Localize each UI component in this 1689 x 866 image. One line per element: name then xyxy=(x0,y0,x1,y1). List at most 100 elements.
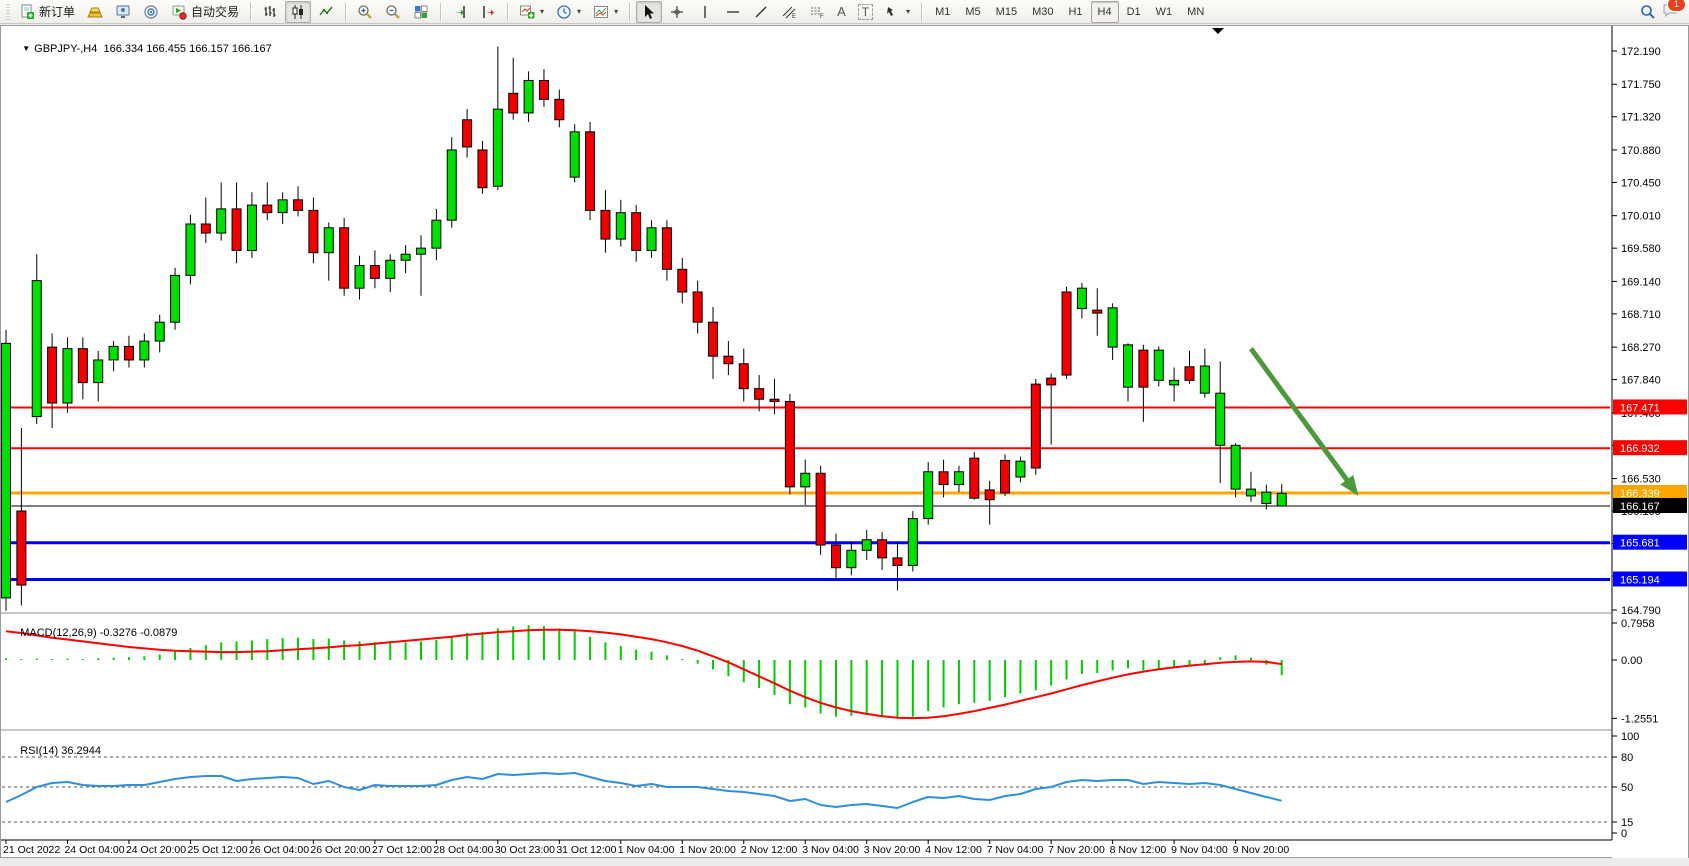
zoom-in-button[interactable] xyxy=(352,1,378,23)
chart-canvas[interactable]: 172.190 171.750 171.320 170.880 170.450 170.0… xyxy=(0,25,1689,866)
period-button[interactable]: ▾ xyxy=(551,1,586,23)
macd-histogram-bar xyxy=(1157,660,1160,669)
macd-histogram-bar xyxy=(1249,657,1252,660)
time-tick-label: 1 Nov 04:00 xyxy=(618,844,675,856)
candle-body xyxy=(615,212,626,240)
timeframe-m15[interactable]: M15 xyxy=(995,5,1018,18)
candle xyxy=(231,182,242,264)
chart-shift-marker[interactable] xyxy=(1212,28,1224,34)
candle-body xyxy=(846,549,857,569)
signals-button[interactable] xyxy=(138,1,164,23)
candle xyxy=(1107,303,1118,360)
trend-arrow-annotation[interactable] xyxy=(1248,347,1352,485)
candle xyxy=(907,511,918,572)
line-chart-button[interactable] xyxy=(313,1,339,23)
macd-indicator-label: MACD(12,26,9) -0.3276 -0.0879 xyxy=(8,615,177,651)
candle xyxy=(830,533,841,581)
candle xyxy=(1061,286,1072,379)
timeframe-h4[interactable]: H4 xyxy=(1090,0,1119,23)
macd-histogram-bar xyxy=(1096,660,1099,674)
candle xyxy=(1092,288,1103,336)
time-tick-label: 28 Oct 04:00 xyxy=(433,844,493,856)
timeframe-h1[interactable]: H1 xyxy=(1068,5,1083,18)
market-watch-button[interactable] xyxy=(82,1,108,23)
candle xyxy=(216,182,227,241)
candle-body xyxy=(200,223,211,234)
arrows-tool-button[interactable]: ▾ xyxy=(880,1,915,23)
candle xyxy=(892,542,903,591)
vertical-line-tool-button[interactable] xyxy=(692,1,718,23)
candle-body xyxy=(861,539,872,551)
chat-button[interactable]: 1 xyxy=(1662,0,1686,21)
candle xyxy=(400,245,411,274)
text-label-tool-button[interactable]: T xyxy=(853,1,878,23)
candle-body xyxy=(246,204,257,251)
fibonacci-tool-button[interactable]: F xyxy=(804,1,830,23)
chart-shift-button[interactable] xyxy=(475,1,501,23)
timeframe-d1[interactable]: D1 xyxy=(1126,5,1141,18)
candle-body xyxy=(969,457,980,499)
candle-body xyxy=(784,401,795,488)
clock-icon xyxy=(557,4,571,19)
price-tick-label: 166.530 xyxy=(1621,474,1661,486)
template-button[interactable]: ▾ xyxy=(588,1,623,23)
candle-body xyxy=(1199,365,1210,394)
candle-body xyxy=(93,359,104,384)
price-tick-label: 170.450 xyxy=(1621,177,1661,189)
time-tick-label: 3 Nov 20:00 xyxy=(864,844,921,856)
macd-histogram-bar xyxy=(650,651,653,660)
candle xyxy=(339,217,350,296)
candle xyxy=(354,255,365,300)
symbol-header[interactable]: ▼ GBPJPY-,H4 166.334 166.455 166.157 166.… xyxy=(10,31,271,67)
gold-icon xyxy=(87,7,103,17)
crosshair-tool-button[interactable] xyxy=(664,1,690,23)
price-tick-label: 168.270 xyxy=(1621,342,1661,354)
macd-histogram-bar xyxy=(1188,660,1191,666)
timeframe-m5[interactable]: M5 xyxy=(965,5,981,18)
time-tick-label: 26 Oct 20:00 xyxy=(310,844,370,856)
bar-chart-button[interactable] xyxy=(257,1,283,23)
add-indicator-button[interactable]: ▾ xyxy=(514,1,549,23)
candle-body xyxy=(462,119,473,148)
candlestick-chart-button[interactable] xyxy=(285,0,312,23)
auto-scroll-button[interactable] xyxy=(447,1,473,23)
terminal-button[interactable] xyxy=(110,1,136,23)
candle xyxy=(538,69,549,107)
macd-histogram-bar xyxy=(343,640,346,660)
candle xyxy=(877,532,888,570)
candle xyxy=(554,89,565,128)
macd-histogram-bar xyxy=(896,660,899,719)
macd-histogram-bar xyxy=(635,649,638,660)
auto-trading-button[interactable]: 自动交易 xyxy=(166,1,244,23)
timeframe-m30[interactable]: M30 xyxy=(1032,5,1054,18)
candle-body xyxy=(600,209,611,240)
timeframe-w1[interactable]: W1 xyxy=(1155,5,1173,18)
symbol-dropdown-icon[interactable]: ▼ xyxy=(22,44,31,53)
candle-body xyxy=(277,199,288,214)
zoom-out-button[interactable] xyxy=(380,1,406,23)
cursor-tool-button[interactable] xyxy=(636,0,663,23)
candle xyxy=(262,182,273,221)
price-tick-label: 170.880 xyxy=(1621,145,1661,157)
candle xyxy=(1245,471,1256,502)
toolbar-grip xyxy=(6,3,10,20)
timeframe-m1[interactable]: M1 xyxy=(935,5,951,18)
new-order-button[interactable]: 新订单 xyxy=(14,1,80,23)
macd-histogram-bar xyxy=(1019,660,1022,694)
search-icon[interactable] xyxy=(1640,4,1656,20)
candle-body xyxy=(62,348,73,404)
horizontal-line-tool-button[interactable] xyxy=(720,1,746,23)
trendline-tool-button[interactable] xyxy=(748,1,774,23)
tile-windows-button[interactable] xyxy=(408,1,434,23)
candle xyxy=(31,254,42,425)
candle-body xyxy=(323,227,334,254)
text-tool-button[interactable]: A xyxy=(832,1,851,23)
candle xyxy=(923,461,934,525)
timeframe-mn[interactable]: MN xyxy=(1187,5,1205,18)
macd-histogram-bar xyxy=(373,642,376,660)
candle xyxy=(369,250,380,289)
rsi-value: 36.2944 xyxy=(61,745,101,757)
channel-tool-button[interactable]: E xyxy=(776,1,802,23)
candle-body xyxy=(984,489,995,501)
candle xyxy=(154,314,165,353)
